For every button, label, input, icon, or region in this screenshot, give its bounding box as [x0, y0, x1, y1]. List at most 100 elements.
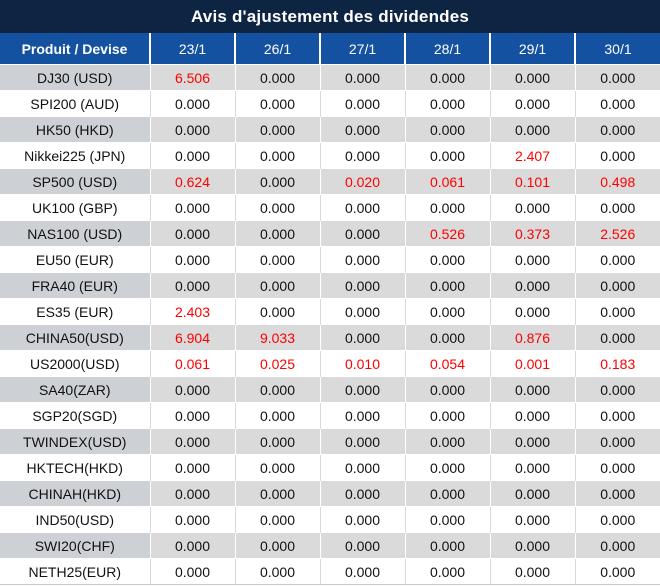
value-cell: 9.033 [235, 324, 321, 351]
value-cell: 0.000 [235, 168, 321, 195]
value-cell: 0.000 [320, 142, 406, 169]
value-cell: 0.061 [405, 168, 491, 195]
value-cell: 0.373 [490, 220, 576, 247]
value-cell: 0.624 [150, 168, 236, 195]
value-cell: 0.000 [320, 454, 406, 481]
value-cell: 0.000 [235, 480, 321, 507]
value-cell: 0.000 [320, 558, 406, 585]
value-cell: 0.061 [150, 350, 236, 377]
product-cell: Nikkei225 (JPN) [0, 142, 151, 169]
value-cell: 0.020 [320, 168, 406, 195]
value-cell: 0.000 [490, 194, 576, 221]
value-cell: 0.000 [320, 220, 406, 247]
value-cell: 0.000 [490, 454, 576, 481]
value-cell: 0.000 [150, 376, 236, 403]
product-cell: HKTECH(HKD) [0, 454, 151, 481]
value-cell: 0.000 [150, 90, 236, 117]
value-cell: 0.000 [235, 220, 321, 247]
value-cell: 0.000 [405, 402, 491, 429]
value-cell: 0.001 [490, 350, 576, 377]
value-cell: 0.000 [490, 558, 576, 585]
value-cell: 0.000 [405, 272, 491, 299]
value-cell: 0.000 [150, 246, 236, 273]
value-cell: 0.000 [490, 480, 576, 507]
table-row: SP500 (USD) 0.624 0.000 0.020 0.061 0.101 0.49… [0, 168, 660, 195]
value-cell: 0.000 [150, 194, 236, 221]
column-header-date: 23/1 [150, 33, 236, 65]
column-header-date: 26/1 [235, 33, 321, 65]
value-cell: 0.000 [320, 506, 406, 533]
value-cell: 0.000 [150, 220, 236, 247]
value-cell: 0.000 [150, 480, 236, 507]
value-cell: 0.000 [320, 428, 406, 455]
value-cell: 0.526 [405, 220, 491, 247]
value-cell: 0.000 [150, 558, 236, 585]
product-cell: EU50 (EUR) [0, 246, 151, 273]
table-row: TWINDEX(USD) 0.000 0.000 0.000 0.000 0.000 0.0… [0, 428, 660, 455]
value-cell: 2.403 [150, 298, 236, 325]
value-cell: 0.000 [235, 246, 321, 273]
value-cell: 0.000 [320, 376, 406, 403]
value-cell: 0.000 [405, 376, 491, 403]
value-cell: 0.000 [150, 454, 236, 481]
product-cell: SGP20(SGD) [0, 402, 151, 429]
value-cell: 0.000 [405, 454, 491, 481]
value-cell: 0.054 [405, 350, 491, 377]
value-cell: 0.010 [320, 350, 406, 377]
column-header-product: Produit / Devise [0, 33, 151, 65]
value-cell: 0.000 [575, 90, 660, 117]
value-cell: 0.000 [235, 272, 321, 299]
value-cell: 0.000 [320, 194, 406, 221]
column-header-date: 29/1 [490, 33, 576, 65]
value-cell: 0.000 [320, 324, 406, 351]
value-cell: 0.000 [490, 428, 576, 455]
value-cell: 0.000 [235, 64, 321, 91]
table-row: SPI200 (AUD) 0.000 0.000 0.000 0.000 0.000 0.0… [0, 90, 660, 117]
table-row: FRA40 (EUR) 0.000 0.000 0.000 0.000 0.000 0.00… [0, 272, 660, 299]
value-cell: 0.000 [575, 402, 660, 429]
product-cell: DJ30 (USD) [0, 64, 151, 91]
value-cell: 0.000 [320, 64, 406, 91]
value-cell: 0.000 [405, 480, 491, 507]
dividend-table: Produit / Devise 23/1 26/1 27/1 28/1 29/1 30/… [0, 33, 660, 585]
value-cell: 0.000 [150, 506, 236, 533]
product-cell: NAS100 (USD) [0, 220, 151, 247]
value-cell: 6.506 [150, 64, 236, 91]
value-cell: 0.000 [405, 558, 491, 585]
value-cell: 0.000 [575, 116, 660, 143]
value-cell: 0.000 [405, 298, 491, 325]
value-cell: 0.000 [235, 532, 321, 559]
product-cell: SA40(ZAR) [0, 376, 151, 403]
value-cell: 0.000 [235, 558, 321, 585]
value-cell: 0.000 [235, 506, 321, 533]
value-cell: 0.000 [575, 142, 660, 169]
value-cell: 0.000 [150, 532, 236, 559]
value-cell: 0.000 [150, 272, 236, 299]
value-cell: 0.000 [405, 428, 491, 455]
value-cell: 6.904 [150, 324, 236, 351]
value-cell: 0.000 [235, 116, 321, 143]
value-cell: 0.000 [575, 506, 660, 533]
table-row: DJ30 (USD) 6.506 0.000 0.000 0.000 0.000 0.000 [0, 64, 660, 91]
table-row: SWI20(CHF) 0.000 0.000 0.000 0.000 0.000 0.000 [0, 532, 660, 559]
value-cell: 0.025 [235, 350, 321, 377]
value-cell: 0.000 [575, 428, 660, 455]
table-row: SA40(ZAR) 0.000 0.000 0.000 0.000 0.000 0.000 [0, 376, 660, 403]
value-cell: 0.000 [405, 90, 491, 117]
product-cell: ES35 (EUR) [0, 298, 151, 325]
table-row: HK50 (HKD) 0.000 0.000 0.000 0.000 0.000 0.000 [0, 116, 660, 143]
value-cell: 0.000 [490, 532, 576, 559]
product-cell: IND50(USD) [0, 506, 151, 533]
value-cell: 0.000 [575, 454, 660, 481]
column-header-date: 30/1 [575, 33, 660, 65]
value-cell: 0.000 [575, 324, 660, 351]
table-row: CHINAH(HKD) 0.000 0.000 0.000 0.000 0.000 0.00… [0, 480, 660, 507]
value-cell: 0.000 [575, 272, 660, 299]
value-cell: 0.000 [150, 402, 236, 429]
value-cell: 0.000 [150, 428, 236, 455]
value-cell: 0.000 [320, 246, 406, 273]
table-row: NETH25(EUR) 0.000 0.000 0.000 0.000 0.000 0.00… [0, 558, 660, 585]
value-cell: 0.000 [320, 298, 406, 325]
value-cell: 0.000 [320, 90, 406, 117]
product-cell: HK50 (HKD) [0, 116, 151, 143]
